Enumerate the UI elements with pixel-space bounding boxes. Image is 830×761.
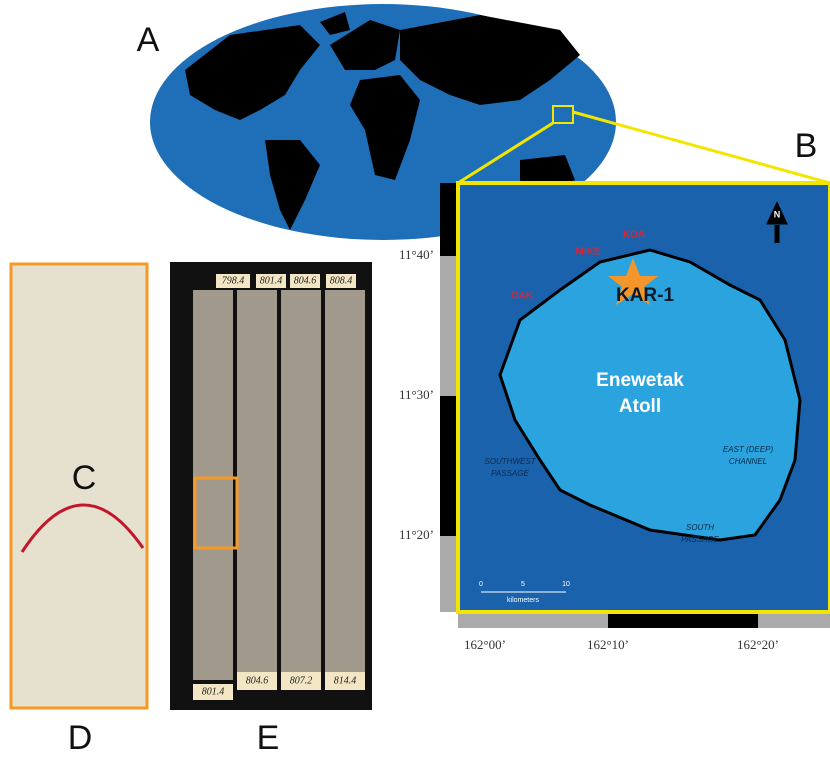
- panel-label: E: [257, 719, 280, 756]
- site-label: MIKE: [576, 247, 601, 258]
- passage-label: SOUTHWEST: [484, 457, 536, 466]
- figure: A B N KOA MIKE OAK KAR-1 Enewetak Atoll …: [0, 0, 830, 756]
- lon-label: 162°00’: [464, 637, 506, 652]
- channel-label: CHANNEL: [729, 457, 767, 466]
- site-label: OAK: [511, 291, 534, 302]
- site-label: KOA: [623, 230, 645, 241]
- panel-label: A: [137, 21, 160, 59]
- passage-label: PASSAGE: [681, 535, 719, 544]
- core-top-label: 801.4: [260, 275, 283, 286]
- atoll-label: Enewetak: [596, 370, 684, 391]
- lat-label: 11°30’: [399, 387, 434, 402]
- panel-label: C: [72, 459, 97, 497]
- atoll-label: Atoll: [619, 396, 661, 417]
- scale-tick: 0: [479, 581, 483, 588]
- core-bottom-label: 814.4: [334, 675, 357, 686]
- passage-label: SOUTH: [686, 523, 714, 532]
- core-bottom-label: 804.6: [246, 675, 269, 686]
- core-top-label: 798.4: [222, 275, 245, 286]
- lon-label: 162°20’: [737, 637, 779, 652]
- core-bottom-label: 801.4: [202, 686, 225, 697]
- core-top-label: 808.4: [330, 275, 353, 286]
- panel-label: D: [68, 719, 93, 756]
- scale-unit: kilometers: [507, 597, 539, 604]
- scale-tick: 5: [521, 581, 525, 588]
- panel-label: B: [795, 127, 818, 165]
- passage-label: PASSAGE: [491, 469, 529, 478]
- core-site-label: KAR-1: [616, 285, 674, 306]
- core-bottom-label: 807.2: [290, 675, 313, 686]
- lat-label: 11°40’: [399, 247, 434, 262]
- north-label: N: [774, 209, 781, 219]
- channel-label: EAST (DEEP): [723, 445, 774, 454]
- lat-label: 11°20’: [399, 527, 434, 542]
- core-top-label: 804.6: [294, 275, 317, 286]
- lon-label: 162°10’: [587, 637, 629, 652]
- zoom-line: [573, 112, 830, 183]
- scale-tick: 10: [562, 581, 570, 588]
